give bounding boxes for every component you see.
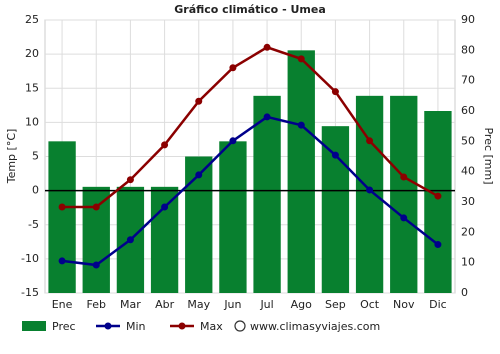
legend-label: Min bbox=[126, 320, 146, 333]
point bbox=[126, 176, 134, 184]
point bbox=[92, 203, 100, 211]
point bbox=[195, 171, 203, 179]
x-tick-label: Abr bbox=[155, 298, 175, 311]
bar bbox=[82, 186, 110, 293]
point bbox=[161, 141, 169, 149]
legend-label: Prec bbox=[52, 320, 76, 333]
legend-label: Max bbox=[200, 320, 223, 333]
point bbox=[263, 43, 271, 51]
chart-title: Gráfico climático - Umea bbox=[174, 3, 326, 16]
y2-tick-label: 40 bbox=[461, 165, 475, 178]
point bbox=[161, 203, 169, 211]
y-tick-label: 0 bbox=[32, 184, 39, 197]
point bbox=[297, 55, 305, 63]
point bbox=[126, 236, 134, 244]
x-tick-label: Mar bbox=[120, 298, 141, 311]
y-tick-label: -15 bbox=[21, 286, 39, 299]
y-tick-label: 10 bbox=[25, 115, 39, 128]
x-tick-label: Nov bbox=[393, 298, 415, 311]
y2-tick-label: 0 bbox=[461, 286, 468, 299]
point bbox=[366, 137, 374, 145]
y2-tick-label: 90 bbox=[461, 13, 475, 26]
x-tick-label: May bbox=[187, 298, 210, 311]
y-tick-label: 5 bbox=[32, 150, 39, 163]
y-tick-label: -10 bbox=[21, 252, 39, 265]
y-tick-label: 20 bbox=[25, 47, 39, 60]
point bbox=[92, 261, 100, 269]
x-tick-label: Jul bbox=[259, 298, 273, 311]
bar bbox=[219, 141, 247, 293]
y-tick-label: 25 bbox=[25, 13, 39, 26]
bar bbox=[253, 95, 281, 293]
source: www.climasyviajes.com bbox=[250, 320, 380, 333]
point bbox=[434, 241, 442, 249]
y2-tick-label: 60 bbox=[461, 104, 475, 117]
y-tick-label: -5 bbox=[28, 218, 39, 231]
bar bbox=[424, 111, 452, 293]
point bbox=[195, 97, 203, 105]
x-tick-label: Feb bbox=[87, 298, 106, 311]
point bbox=[229, 137, 237, 145]
point bbox=[331, 151, 339, 159]
point bbox=[400, 173, 408, 181]
point bbox=[434, 192, 442, 200]
point bbox=[58, 203, 66, 211]
y2-tick-label: 80 bbox=[461, 43, 475, 56]
point bbox=[58, 257, 66, 265]
y2-axis-label: Prec [mm] bbox=[482, 127, 495, 184]
point bbox=[263, 113, 271, 121]
bar bbox=[287, 50, 315, 294]
x-tick-label: Oct bbox=[360, 298, 380, 311]
bar bbox=[321, 126, 350, 294]
x-tick-label: Jun bbox=[223, 298, 241, 311]
x-tick-label: Ago bbox=[291, 298, 313, 311]
bar bbox=[48, 141, 76, 293]
line bbox=[61, 115, 439, 267]
y2-tick-label: 70 bbox=[461, 74, 475, 87]
legend-swatch bbox=[104, 322, 112, 330]
y2-tick-label: 10 bbox=[461, 256, 475, 269]
bar bbox=[390, 95, 418, 293]
legend-swatch bbox=[22, 321, 46, 331]
point bbox=[229, 64, 237, 72]
line bbox=[62, 45, 439, 209]
y2-tick-label: 20 bbox=[461, 225, 475, 238]
y-tick-label: 15 bbox=[25, 81, 39, 94]
point bbox=[366, 186, 374, 194]
point bbox=[297, 121, 305, 129]
x-tick-label: Dic bbox=[429, 298, 447, 311]
legend-swatch bbox=[178, 322, 186, 330]
y-axis-label: Temp [°C] bbox=[5, 129, 18, 185]
x-tick-label: Sep bbox=[325, 298, 346, 311]
point bbox=[331, 88, 339, 96]
point bbox=[400, 214, 408, 222]
bar bbox=[185, 156, 213, 293]
source-icon bbox=[234, 320, 246, 332]
y2-tick-label: 50 bbox=[461, 134, 475, 147]
y2-tick-label: 30 bbox=[461, 195, 475, 208]
bar bbox=[150, 186, 179, 293]
x-tick-label: Ene bbox=[52, 298, 73, 311]
